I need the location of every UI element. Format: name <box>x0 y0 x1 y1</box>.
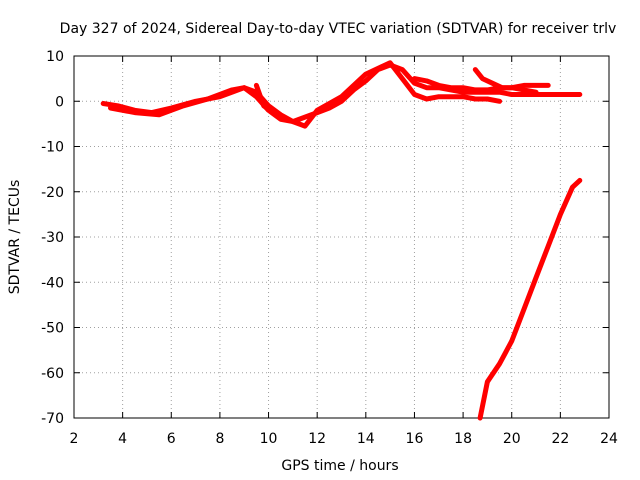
x-tick-label: 4 <box>118 431 127 447</box>
x-tick-label: 14 <box>357 431 375 447</box>
series-line-track-b <box>108 60 503 129</box>
x-tick-label: 24 <box>600 431 618 447</box>
y-axis-label: SDTVAR / TECUs <box>7 180 23 295</box>
x-tick-label: 6 <box>167 431 176 447</box>
grid-layer <box>74 56 609 418</box>
series-line-track-c <box>412 76 551 93</box>
chart-title: Day 327 of 2024, Sidereal Day-to-day VTE… <box>60 21 617 37</box>
x-tick-label: 8 <box>215 431 224 447</box>
x-tick-label: 12 <box>308 431 326 447</box>
series-line-track-d <box>472 67 539 95</box>
y-tick-label: -40 <box>41 275 64 291</box>
x-tick-label: 22 <box>551 431 569 447</box>
series-line-descent <box>477 177 583 421</box>
x-tick-label: 18 <box>454 431 472 447</box>
x-tick-label: 16 <box>406 431 424 447</box>
y-tick-label: -20 <box>41 185 64 201</box>
y-tick-label: 10 <box>46 49 64 65</box>
x-tick-label: 10 <box>260 431 278 447</box>
y-tick-label: -30 <box>41 230 64 246</box>
y-tick-label: -70 <box>41 411 64 427</box>
y-tick-label: -50 <box>41 321 64 337</box>
tick-layer: 2 4 6 8 10 12 14 16 18 20 22 24100-10-20-30-40-50-6… <box>41 49 618 447</box>
y-tick-label: 0 <box>55 94 64 110</box>
x-axis-label: GPS time / hours <box>281 458 398 474</box>
x-tick-label: 20 <box>503 431 521 447</box>
series-line-track-e <box>253 82 276 116</box>
y-tick-label: -60 <box>41 366 64 382</box>
series-layer <box>100 60 583 421</box>
x-tick-label: 2 <box>70 431 79 447</box>
y-tick-label: -10 <box>41 140 64 156</box>
